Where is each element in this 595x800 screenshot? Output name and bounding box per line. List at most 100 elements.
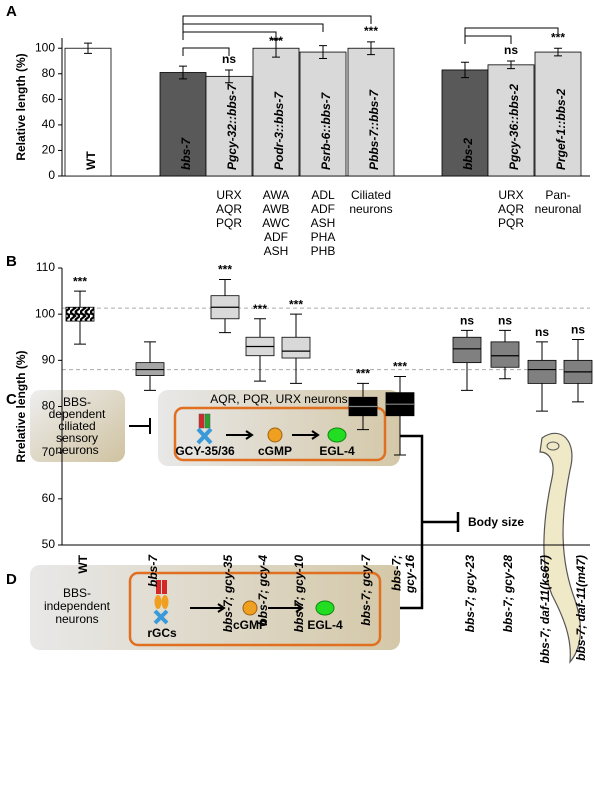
category-label: bbs-7; gcy-7 — [359, 554, 373, 626]
worm-icon — [539, 432, 581, 664]
arrow — [268, 603, 304, 613]
y-tick-label: 50 — [42, 537, 56, 551]
category-label: bbs-7; gcy-10 — [292, 555, 306, 633]
source-box — [30, 390, 125, 462]
significance-label: ns — [460, 313, 474, 327]
source-text: neurons — [55, 443, 98, 457]
neuron-label: ASH — [264, 244, 289, 258]
significance-label: *** — [356, 367, 370, 381]
y-tick-label: 0 — [48, 168, 55, 182]
source-text: dependent — [49, 407, 106, 421]
inhibit-arrow — [129, 418, 151, 434]
y-tick-label: 20 — [42, 143, 56, 157]
neuron-label: AQR — [498, 202, 524, 216]
category-label: Pbbs-7::bbs-7 — [367, 89, 381, 170]
arrow — [292, 430, 320, 440]
significance-label: *** — [393, 360, 407, 374]
neuron-label: AQR — [216, 202, 242, 216]
category-label: Prgef-1::bbs-2 — [554, 88, 568, 170]
category-label: bbs-7 — [179, 137, 193, 170]
category-label: bbs-7; daf-11(ks67) — [538, 555, 552, 663]
comparison-bracket — [464, 27, 559, 36]
category-label-line: gcy-16 — [403, 555, 417, 594]
y-axis-title: Relative length (%) — [14, 53, 28, 160]
panel-label: B — [6, 253, 17, 270]
category-label: bbs-2 — [461, 138, 475, 170]
panel-label: C — [6, 391, 17, 408]
category-label: WT — [76, 554, 90, 573]
y-tick-label: 60 — [42, 491, 56, 505]
neuron-label: neuronal — [535, 202, 582, 216]
neuron-title: AQR, PQR, URX neurons — [210, 392, 347, 406]
bar — [347, 47, 395, 177]
y-tick-label: 90 — [42, 353, 56, 367]
neuron-label: PQR — [498, 216, 524, 230]
messenger-label: cGMP — [233, 618, 267, 632]
source-text: sensory — [56, 431, 98, 445]
error-bar — [367, 41, 375, 56]
significance-label: *** — [73, 274, 87, 288]
significance-label: *** — [364, 24, 378, 38]
error-bar — [319, 45, 327, 59]
y-tick-label: 110 — [36, 260, 55, 274]
y-tick-label: 70 — [42, 445, 56, 459]
y-tick-label: 80 — [42, 399, 56, 413]
box — [281, 336, 311, 359]
neuron-label: ASH — [311, 216, 336, 230]
kinase-icon — [315, 600, 335, 616]
arrow — [190, 603, 226, 613]
neuron-label: AWB — [263, 202, 290, 216]
category-label: bbs-7; daf-11(m47) — [574, 555, 588, 661]
y-tick-label: 40 — [42, 117, 56, 131]
neuron-label: ADF — [311, 202, 335, 216]
neuron-label: URX — [216, 188, 241, 202]
error-bar — [225, 69, 233, 84]
y-tick-label: 60 — [42, 92, 56, 106]
category-label-line: bbs-7; — [390, 555, 404, 591]
significance-label: ns — [222, 52, 236, 66]
category-label: bbs-7 — [146, 554, 160, 587]
neuron-label: PHA — [311, 230, 336, 244]
significance-label: ns — [498, 313, 512, 327]
significance-label: *** — [253, 302, 267, 316]
worm-head — [546, 441, 560, 451]
error-bar — [272, 38, 280, 58]
comparison-bracket — [182, 23, 324, 32]
significance-label: *** — [289, 297, 303, 311]
pathway-frame — [128, 571, 382, 647]
category-label: bbs-7;gcy-16 — [390, 555, 418, 594]
output-label: Body size — [468, 515, 524, 529]
significance-label: *** — [218, 263, 232, 277]
pathway-frame — [173, 406, 387, 462]
neuron-label: PQR — [216, 216, 242, 230]
comparison-bracket — [182, 31, 277, 40]
bar — [205, 75, 253, 177]
receptor-label: rGCs — [147, 626, 177, 640]
significance-label: ns — [571, 323, 585, 337]
bar — [441, 69, 489, 177]
comparison-bracket — [182, 15, 372, 24]
box — [452, 336, 482, 364]
y-tick-label: 80 — [42, 66, 56, 80]
bar — [64, 47, 112, 177]
neuron-label: URX — [498, 188, 523, 202]
significance-label: ns — [535, 325, 549, 339]
y-axis-title: Rrelative length (%) — [14, 350, 28, 462]
error-bar — [84, 42, 92, 54]
error-bar — [554, 47, 562, 57]
neuron-label: ADF — [264, 230, 288, 244]
bar — [299, 51, 347, 177]
category-label: WT — [84, 151, 98, 170]
source-text: ciliated — [58, 419, 95, 433]
bar — [534, 51, 582, 177]
neuron-label: neurons — [349, 202, 392, 216]
bar — [159, 72, 207, 177]
receptor-label: GCY-35/36 — [175, 444, 235, 458]
source-text: BBS- — [63, 586, 91, 600]
y-tick-label: 100 — [35, 40, 55, 54]
bar — [252, 47, 300, 177]
box — [527, 359, 557, 384]
pathway-diagram: BBS- dependent ciliated sensory neurons … — [30, 390, 581, 664]
cgmp-icon — [242, 600, 258, 616]
